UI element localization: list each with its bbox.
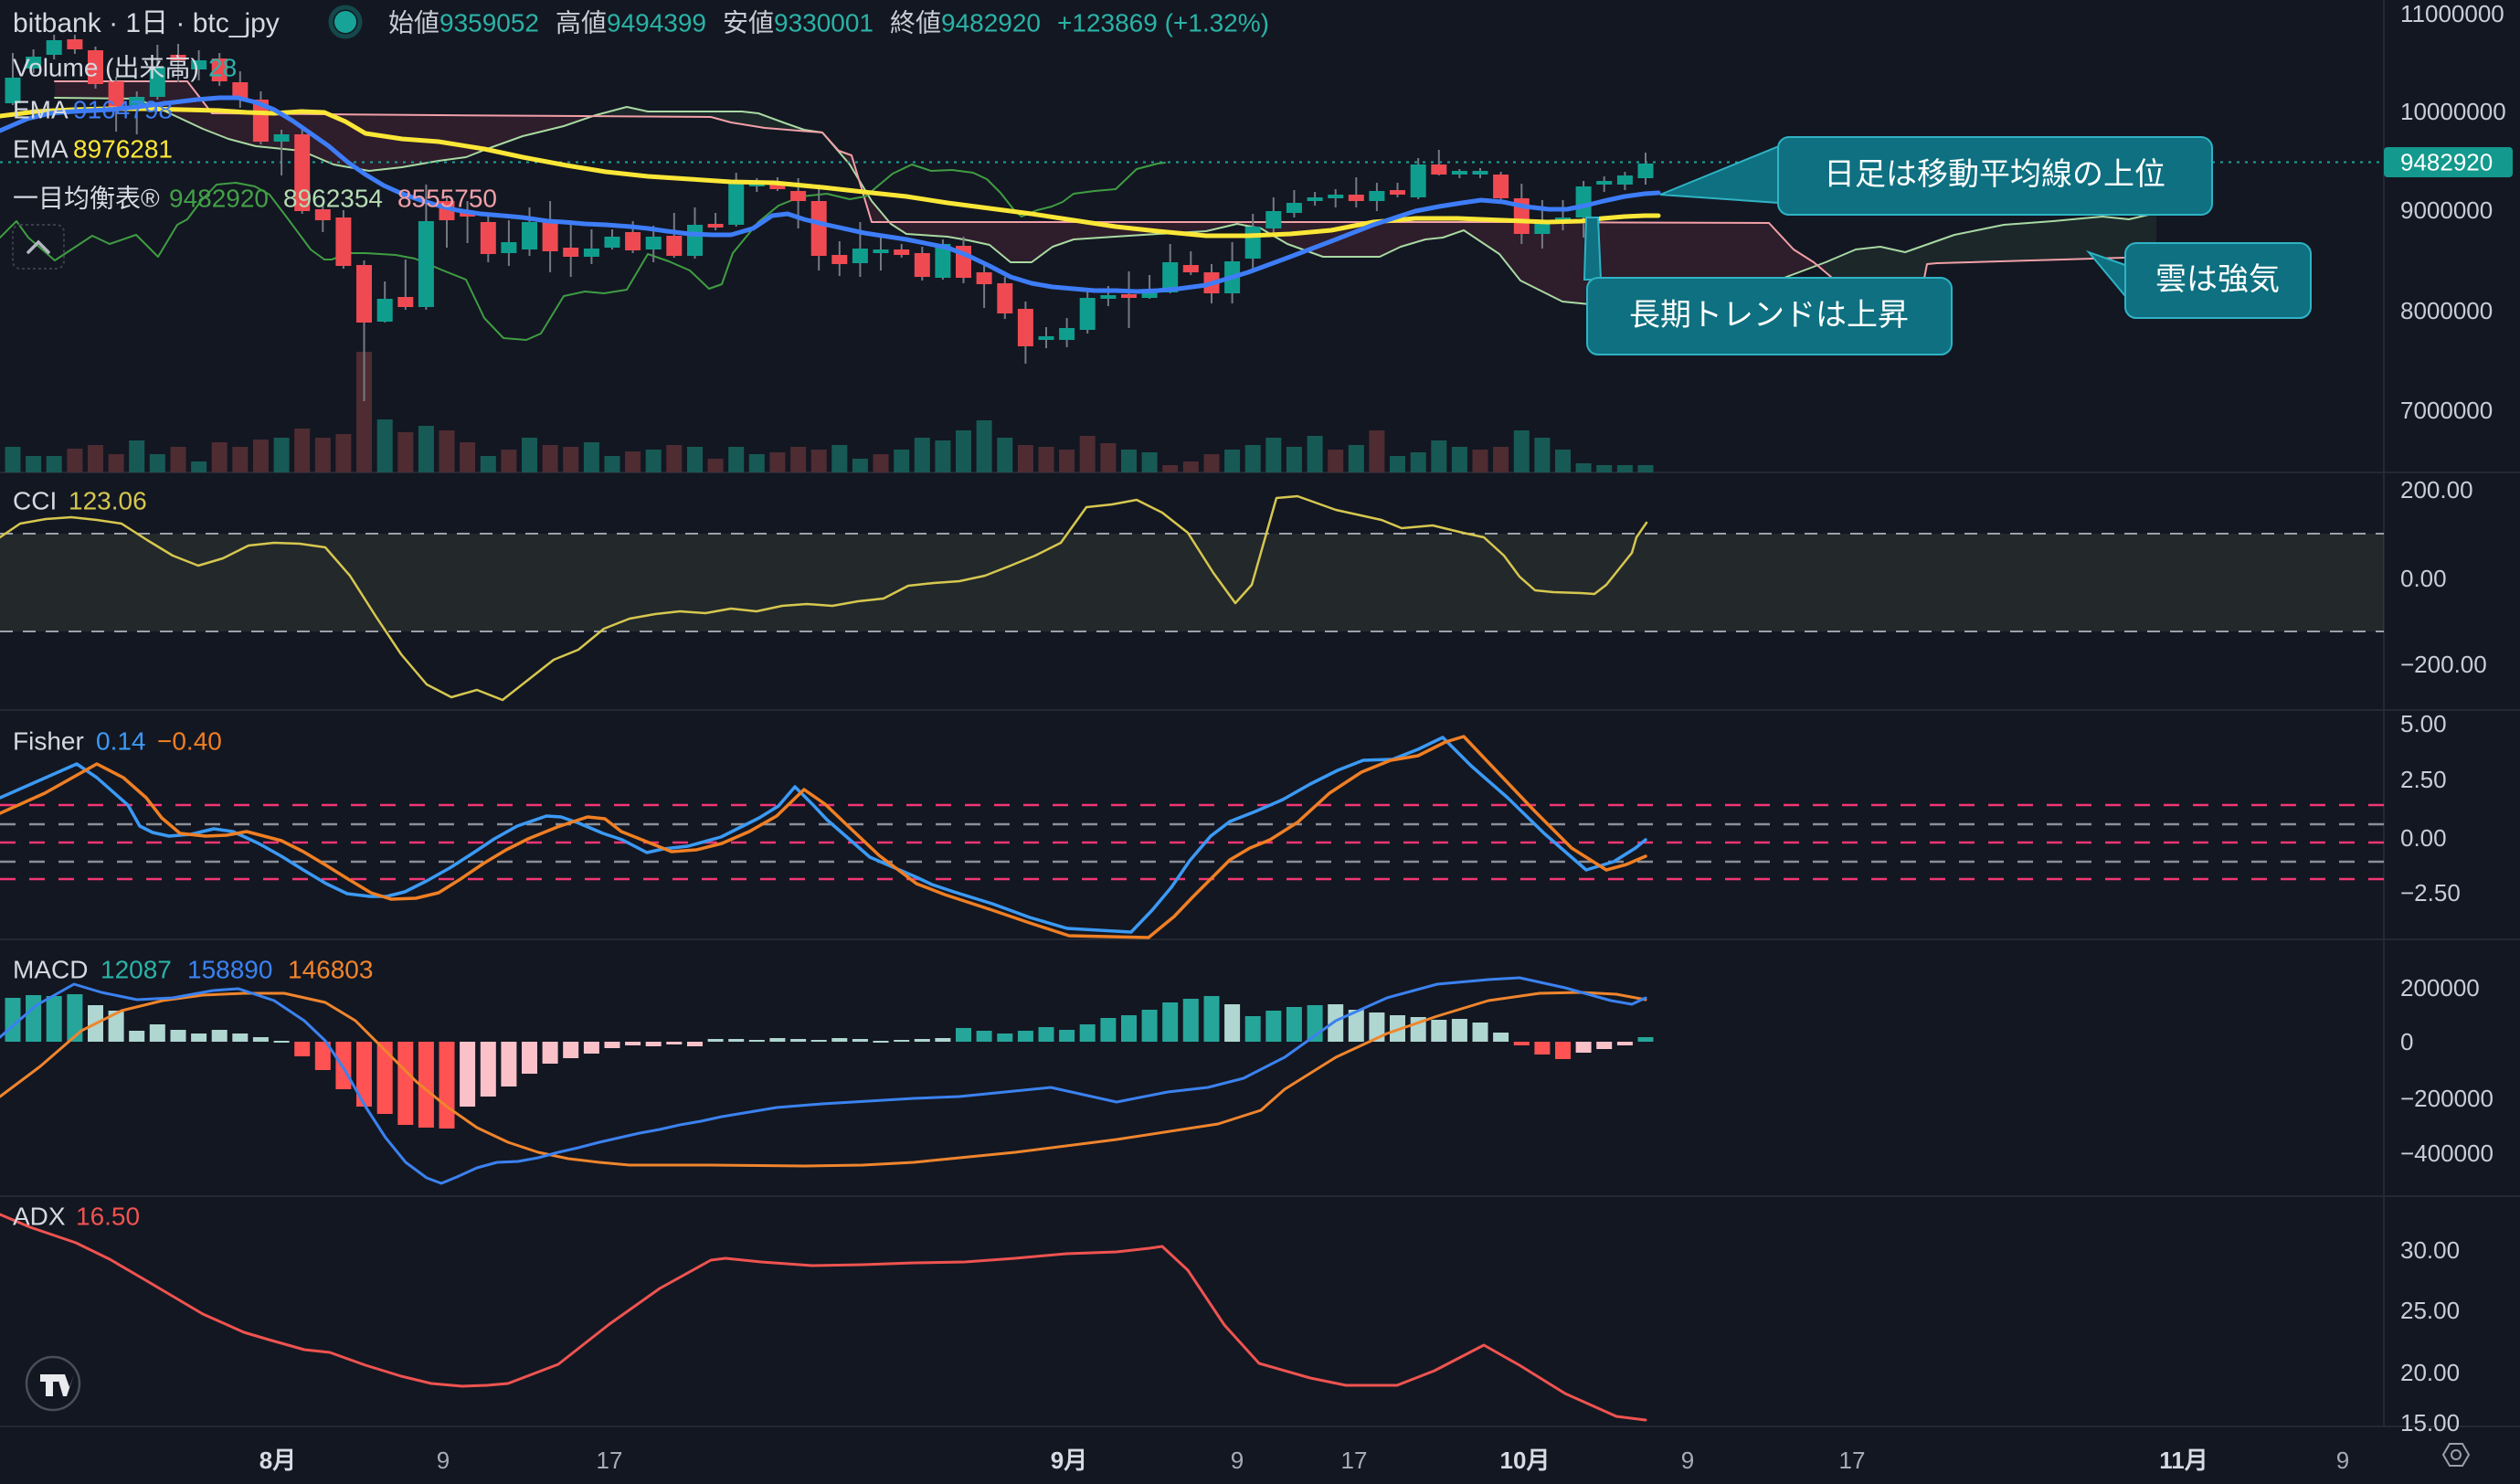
svg-text:8555750: 8555750 [397, 184, 497, 212]
svg-text:16.50: 16.50 [76, 1202, 140, 1230]
svg-text:−0.40: −0.40 [157, 726, 222, 755]
svg-text:15.00: 15.00 [2400, 1409, 2460, 1436]
svg-text:7000000: 7000000 [2400, 397, 2493, 424]
svg-text:−400000: −400000 [2400, 1140, 2494, 1167]
svg-text:終値: 終値 [890, 8, 941, 37]
svg-text:17: 17 [597, 1447, 623, 1474]
svg-text:9482920: 9482920 [941, 8, 1041, 37]
svg-text:EMA: EMA [13, 95, 69, 123]
svg-text:8000000: 8000000 [2400, 297, 2493, 324]
svg-text:30.00: 30.00 [2400, 1236, 2460, 1264]
svg-text:MACD: MACD [13, 955, 88, 983]
svg-text:9000000: 9000000 [2400, 196, 2493, 224]
svg-text:長期トレンドは上昇: 長期トレンドは上昇 [1629, 298, 1909, 333]
svg-text:9164798: 9164798 [73, 95, 173, 123]
svg-text:bitbank · 1日 · btc_jpy: bitbank · 1日 · btc_jpy [13, 8, 280, 38]
svg-text:8月: 8月 [259, 1447, 296, 1474]
svg-text:11000000: 11000000 [2400, 0, 2504, 27]
svg-text:11月: 11月 [2159, 1447, 2208, 1474]
svg-text:高値: 高値 [556, 8, 607, 37]
svg-text:158890: 158890 [187, 955, 272, 983]
svg-text:200.00: 200.00 [2400, 476, 2473, 504]
svg-text:5.00: 5.00 [2400, 710, 2447, 737]
svg-text:10月: 10月 [1500, 1447, 1551, 1474]
svg-text:9: 9 [1681, 1447, 1694, 1474]
svg-text:Fisher: Fisher [13, 726, 84, 755]
svg-text:9330001: 9330001 [774, 8, 874, 37]
svg-text:9482920: 9482920 [169, 184, 269, 212]
svg-text:146803: 146803 [288, 955, 373, 983]
svg-text:0: 0 [2400, 1028, 2413, 1055]
svg-text:安値: 安値 [723, 8, 774, 37]
svg-text:2.50: 2.50 [2400, 766, 2447, 793]
svg-text:0.00: 0.00 [2400, 824, 2447, 852]
svg-text:一目均衡表®: 一目均衡表® [13, 184, 160, 212]
svg-text:9月: 9月 [1051, 1447, 1087, 1474]
svg-text:20.00: 20.00 [2400, 1359, 2460, 1386]
svg-text:17: 17 [1839, 1447, 1866, 1474]
svg-text:−200000: −200000 [2400, 1085, 2494, 1112]
svg-text:日足は移動平均線の上位: 日足は移動平均線の上位 [1824, 157, 2165, 192]
svg-text:9494399: 9494399 [607, 8, 706, 37]
svg-text:9: 9 [1231, 1447, 1244, 1474]
svg-text:−200.00: −200.00 [2400, 651, 2487, 678]
svg-text:+123869 (+1.32%): +123869 (+1.32%) [1057, 8, 1269, 37]
svg-text:8962354: 8962354 [283, 184, 383, 212]
svg-text:9: 9 [2336, 1447, 2349, 1474]
svg-text:雲は強気: 雲は強気 [2155, 262, 2280, 297]
svg-text:始値: 始値 [388, 8, 439, 37]
svg-text:9482920: 9482920 [2400, 148, 2493, 175]
svg-text:10000000: 10000000 [2400, 98, 2506, 125]
svg-text:ADX: ADX [13, 1202, 66, 1230]
svg-text:CCI: CCI [13, 486, 57, 514]
svg-text:0.00: 0.00 [2400, 565, 2447, 592]
svg-text:EMA: EMA [13, 134, 69, 163]
svg-text:Volume (出来高): Volume (出来高) [13, 53, 199, 81]
svg-text:25.00: 25.00 [2400, 1297, 2460, 1324]
svg-text:9: 9 [437, 1447, 450, 1474]
svg-text:17: 17 [1341, 1447, 1368, 1474]
svg-text:200000: 200000 [2400, 974, 2480, 1002]
svg-text:9359052: 9359052 [439, 8, 539, 37]
svg-text:0.14: 0.14 [96, 726, 146, 755]
svg-text:8976281: 8976281 [73, 134, 173, 163]
svg-text:12087: 12087 [101, 955, 172, 983]
svg-text:28: 28 [208, 53, 237, 81]
svg-text:123.06: 123.06 [69, 486, 147, 514]
svg-text:−2.50: −2.50 [2400, 879, 2461, 906]
